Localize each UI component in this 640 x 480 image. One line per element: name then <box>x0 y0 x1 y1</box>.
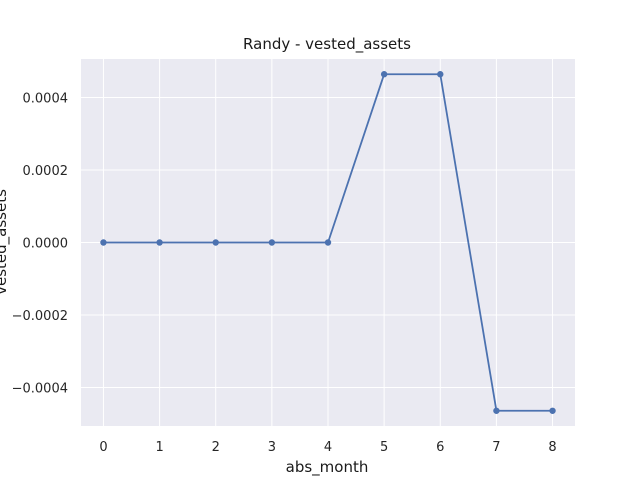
y-tick-label: 0.0002 <box>23 164 69 179</box>
data-point <box>437 71 444 78</box>
x-tick-label: 3 <box>268 440 276 455</box>
series-layer <box>100 71 556 414</box>
y-tick-label: 0.0004 <box>23 91 69 106</box>
x-tick-label: 1 <box>155 440 163 455</box>
data-point <box>493 407 500 414</box>
y-tick-labels: 0.0004 0.0002 0.0000 −0.0002 −0.0004 <box>12 91 68 396</box>
data-point <box>324 239 332 246</box>
x-tick-labels: 0 1 2 3 4 5 6 7 8 <box>99 440 556 455</box>
data-point <box>100 239 107 246</box>
y-tick-label: −0.0004 <box>12 382 68 397</box>
y-tick-label: 0.0000 <box>23 237 69 252</box>
data-point <box>212 239 219 246</box>
data-point <box>549 407 556 414</box>
data-point <box>156 239 163 246</box>
x-axis-label: abs_month <box>286 458 369 477</box>
y-axis-label: vested_assets <box>0 189 11 295</box>
x-tick-label: 8 <box>548 440 556 455</box>
x-tick-label: 5 <box>380 440 388 455</box>
x-tick-label: 6 <box>436 440 444 455</box>
chart-title: Randy - vested_assets <box>243 35 411 54</box>
x-tick-label: 0 <box>99 440 107 455</box>
data-point <box>268 239 276 246</box>
x-tick-label: 2 <box>212 440 220 455</box>
x-tick-label: 4 <box>324 440 332 455</box>
x-tick-label: 7 <box>492 440 500 455</box>
data-point <box>380 71 388 78</box>
y-tick-label: −0.0002 <box>12 309 68 324</box>
